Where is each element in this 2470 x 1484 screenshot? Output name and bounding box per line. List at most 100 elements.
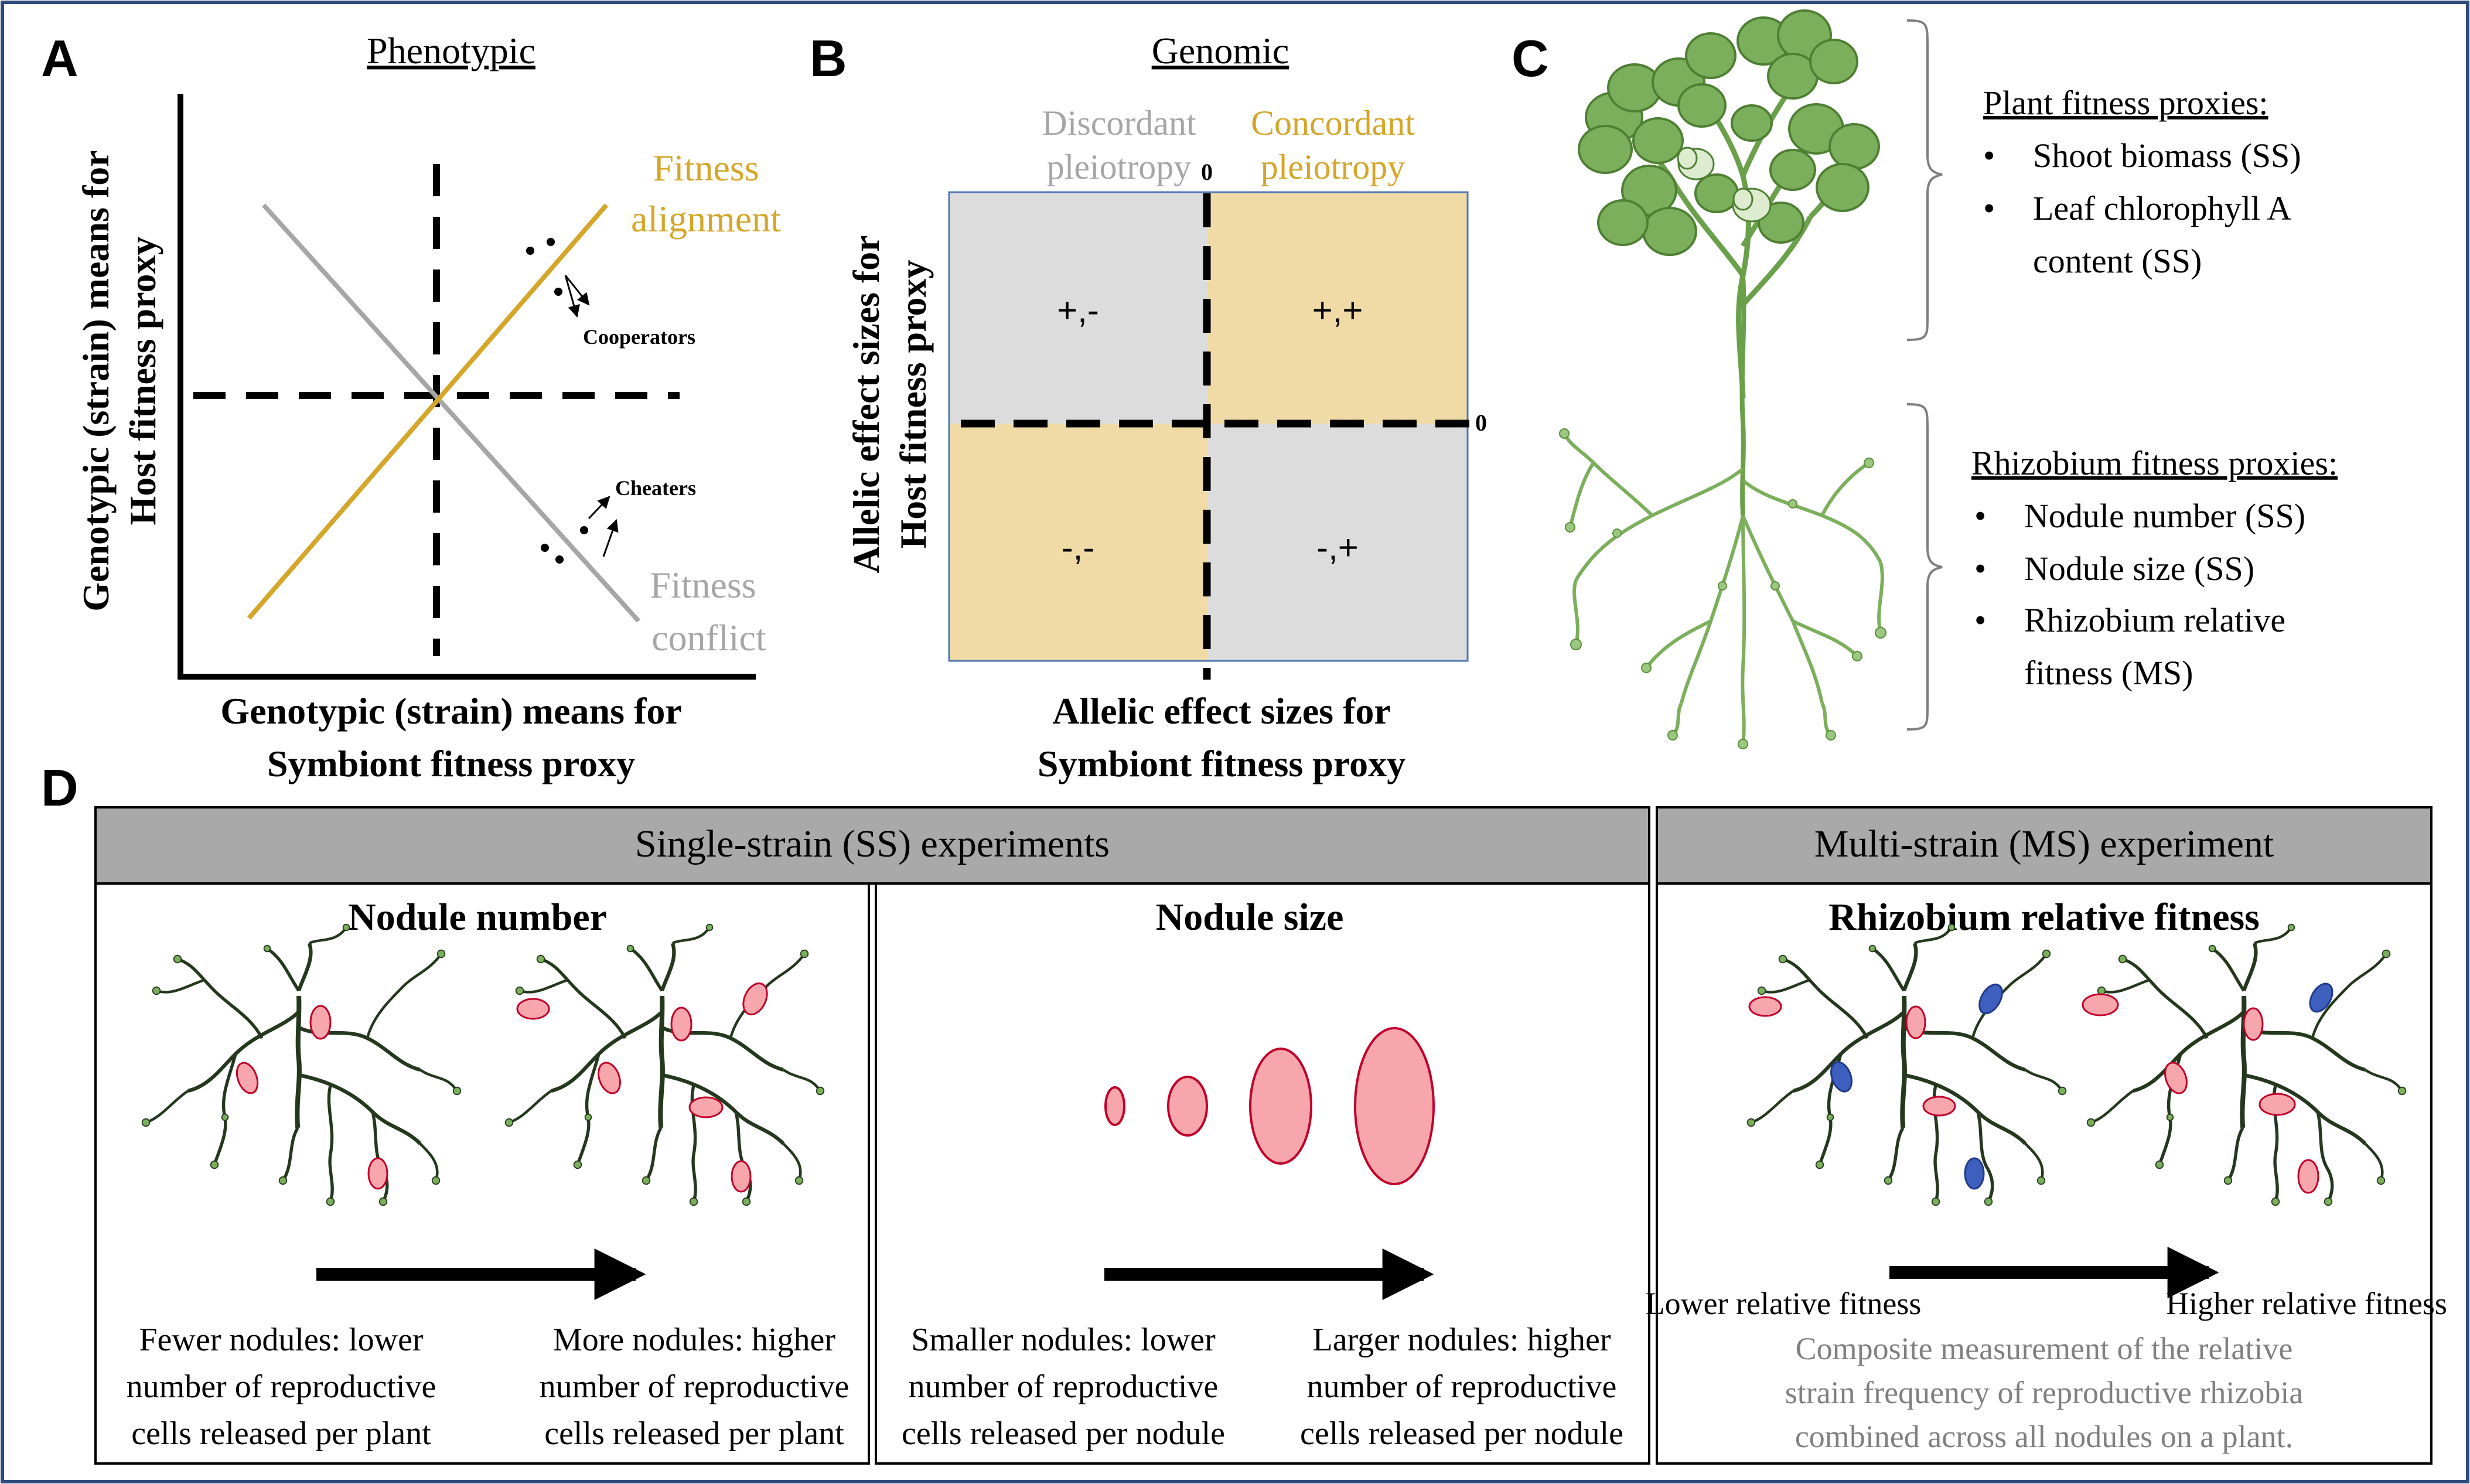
alignment-label-1: Fitness <box>653 147 759 189</box>
quadrant-bottom-right <box>1207 424 1468 661</box>
rhizo-bullet: • <box>1974 497 1986 535</box>
cooperator-point <box>526 247 534 255</box>
root-system-fewer <box>142 924 461 1206</box>
ns-right-caption-3: cells released per nodule <box>1300 1415 1623 1452</box>
nodule-size-smallest <box>1104 1086 1125 1126</box>
blue-nodule <box>2309 982 2333 1013</box>
ms-header-label: Multi-strain (MS) experiment <box>1814 823 2274 865</box>
red-nodule <box>598 1062 621 1094</box>
panel-a: A Phenotypic Fitness alignment Fitness c… <box>41 29 781 784</box>
quadrant-bottom-left <box>949 424 1207 661</box>
cooperator-arrow <box>564 275 590 306</box>
panel-d: D Single-strain (SS) experiments Multi-s… <box>41 759 2447 1465</box>
nn-right-caption-1: More nodules: higher <box>553 1322 835 1358</box>
nn-right-caption-3: cells released per plant <box>544 1415 844 1452</box>
blue-nodule <box>1978 983 2003 1015</box>
zero-right: 0 <box>1475 410 1487 436</box>
rhizo-bullet: • <box>1974 601 1986 639</box>
panel-b-title: Genomic <box>1152 30 1289 71</box>
rhizo-item-nodule-number: Nodule number (SS) <box>2024 497 2305 535</box>
nodule-size-medium <box>1249 1048 1312 1165</box>
nodule-size-title: Nodule size <box>1156 896 1344 939</box>
fitness-conflict-line <box>262 203 640 623</box>
panel-c-letter: C <box>1512 29 1549 87</box>
ns-right-caption-2: number of reproductive <box>1307 1369 1617 1405</box>
concordant-label-2: pleiotropy <box>1261 148 1405 186</box>
red-nodule <box>731 1160 752 1193</box>
ms-header <box>1656 806 2433 885</box>
nodule-size-box <box>875 882 1650 1465</box>
root-system-lower <box>1748 924 2066 1206</box>
ns-left-caption-2: number of reproductive <box>909 1369 1219 1405</box>
conflict-label-1: Fitness <box>650 564 756 606</box>
nn-left-caption-2: number of reproductive <box>127 1369 436 1405</box>
panel-b-letter: B <box>810 29 847 87</box>
rhizo-item-relative-fitness-cont: fitness (MS) <box>2024 654 2193 692</box>
rhizo-bullet: • <box>1974 550 1986 588</box>
root-system-more <box>506 924 824 1206</box>
red-nodule <box>742 982 768 1015</box>
red-nodule <box>1922 1096 1956 1117</box>
red-nodule <box>2082 993 2119 1016</box>
quadrant-label-bottom-right: -,+ <box>1316 528 1359 567</box>
nodule-size-small <box>1167 1076 1208 1137</box>
red-nodule <box>688 1096 724 1118</box>
nn-left-caption-3: cells released per plant <box>131 1415 431 1452</box>
panel-c: C <box>1512 9 2338 749</box>
panel-b: B Genomic Discordant pleiotropy Concorda… <box>810 29 1487 784</box>
plant-bullet: • <box>1983 189 1995 227</box>
cheater-point <box>555 555 564 564</box>
panel-a-title: Phenotypic <box>367 30 535 71</box>
plant-illustration <box>1559 9 1886 749</box>
rhizo-item-relative-fitness: Rhizobium relative <box>2024 601 2285 639</box>
fitness-alignment-line <box>247 203 609 620</box>
rhizo-item-nodule-size: Nodule size (SS) <box>2024 550 2254 588</box>
red-nodule <box>1748 996 1782 1017</box>
panel-d-letter: D <box>41 759 79 817</box>
quadrant-label-bottom-left: -,- <box>1062 528 1095 567</box>
cheater-arrow <box>588 496 610 520</box>
composite-caption-1: Composite measurement of the relative <box>1796 1331 2293 1366</box>
root-system-higher <box>2087 924 2406 1206</box>
relative-fitness-title: Rhizobium relative fitness <box>1828 896 2260 939</box>
conflict-label-2: conflict <box>651 617 766 659</box>
rhizobium-brace <box>1906 403 1943 731</box>
red-nodule <box>2164 1062 2188 1094</box>
red-nodule <box>236 1062 259 1094</box>
red-nodule <box>516 998 550 1020</box>
cheaters-label: Cheaters <box>615 476 696 500</box>
red-nodule <box>1905 1005 1926 1039</box>
red-nodule <box>2259 1093 2296 1116</box>
panel-b-xlabel-2: Symbiont fitness proxy <box>1038 743 1405 784</box>
cooperator-point <box>547 238 555 246</box>
quadrant-top-left <box>949 192 1207 424</box>
panel-b-ylabel-2: Host fitness proxy <box>892 260 934 548</box>
red-nodule <box>309 1005 332 1040</box>
red-nodule <box>367 1157 388 1190</box>
plant-item-chlorophyll: Leaf chlorophyll A <box>2033 189 2291 227</box>
discordant-label-1: Discordant <box>1042 104 1196 142</box>
discordant-label-2: pleiotropy <box>1047 148 1192 186</box>
blue-nodule <box>1964 1157 1985 1190</box>
red-nodule <box>2243 1007 2264 1041</box>
panel-a-ylabel-1: Genotypic (strain) means for <box>75 150 117 611</box>
nodule-number-box <box>94 882 870 1465</box>
composite-caption-3: combined across all nodules on a plant. <box>1795 1419 2293 1454</box>
cooperator-point <box>554 288 562 296</box>
composite-caption-2: strain frequency of reproductive rhizobi… <box>1785 1375 2304 1410</box>
rhizobium-fitness-heading: Rhizobium fitness proxies: <box>1971 444 2338 482</box>
nodule-size-large <box>1354 1027 1435 1185</box>
quadrant-label-top-left: +,- <box>1057 291 1099 330</box>
panel-b-ylabel-1: Allelic effect sizes for <box>845 235 887 573</box>
zero-top: 0 <box>1201 159 1213 185</box>
plant-item-chlorophyll-cont: content (SS) <box>2033 242 2202 280</box>
ns-left-caption-3: cells released per nodule <box>902 1415 1225 1452</box>
ss-header-label: Single-strain (SS) experiments <box>635 823 1110 865</box>
alignment-label-2: alignment <box>631 198 781 240</box>
panel-a-xlabel-2: Symbiont fitness proxy <box>267 743 635 784</box>
plant-brace <box>1906 19 1943 341</box>
concordant-label-1: Concordant <box>1251 104 1415 142</box>
plant-item-shoot-biomass: Shoot biomass (SS) <box>2033 137 2301 175</box>
cheater-point <box>541 544 549 552</box>
